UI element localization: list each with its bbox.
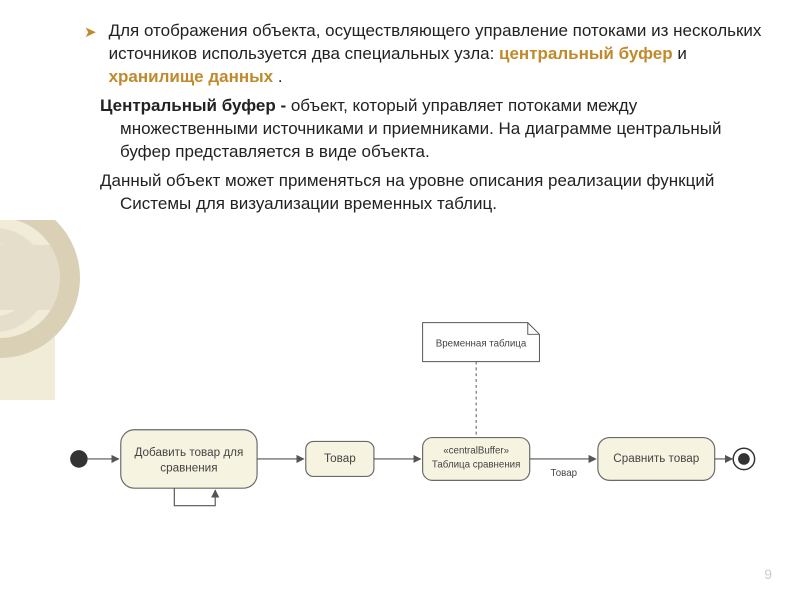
accent-term-2: хранилище данных [109, 67, 274, 86]
initial-node [70, 450, 88, 468]
p2-lead: Центральный буфер - [100, 96, 291, 115]
edge-3-4-label: Товар [551, 468, 577, 479]
paragraph-3: Данный объект может применяться на уровн… [100, 170, 770, 216]
accent-term-1: центральный буфер [499, 44, 673, 63]
paragraph-2: Центральный буфер - объект, который упра… [100, 95, 770, 164]
bullet-item: ➤ Для отображения объекта, осуществляюще… [84, 20, 770, 95]
bullet-marker: ➤ [84, 23, 97, 43]
and-conj: и [677, 44, 687, 63]
note-label: Временная таблица [436, 339, 527, 350]
node-add-product-l2: сравнения [160, 462, 217, 475]
dot: . [278, 67, 283, 86]
edge-self-loop [174, 488, 215, 506]
final-node-inner [738, 453, 750, 465]
node-cb-l2: Таблица сравнения [432, 459, 520, 470]
text-content: ➤ Для отображения объекта, осуществляюще… [100, 20, 770, 222]
page-number: 9 [764, 566, 772, 582]
node-cb-l1: «centralBuffer» [443, 446, 509, 457]
node-compare-label: Сравнить товар [613, 452, 699, 465]
node-add-product-l1: Добавить товар для [135, 446, 244, 459]
note-temp-table: Временная таблица [423, 323, 540, 362]
node-product-label: Товар [324, 452, 356, 465]
activity-diagram: Добавить товар для сравнения Товар «cent… [38, 290, 778, 550]
